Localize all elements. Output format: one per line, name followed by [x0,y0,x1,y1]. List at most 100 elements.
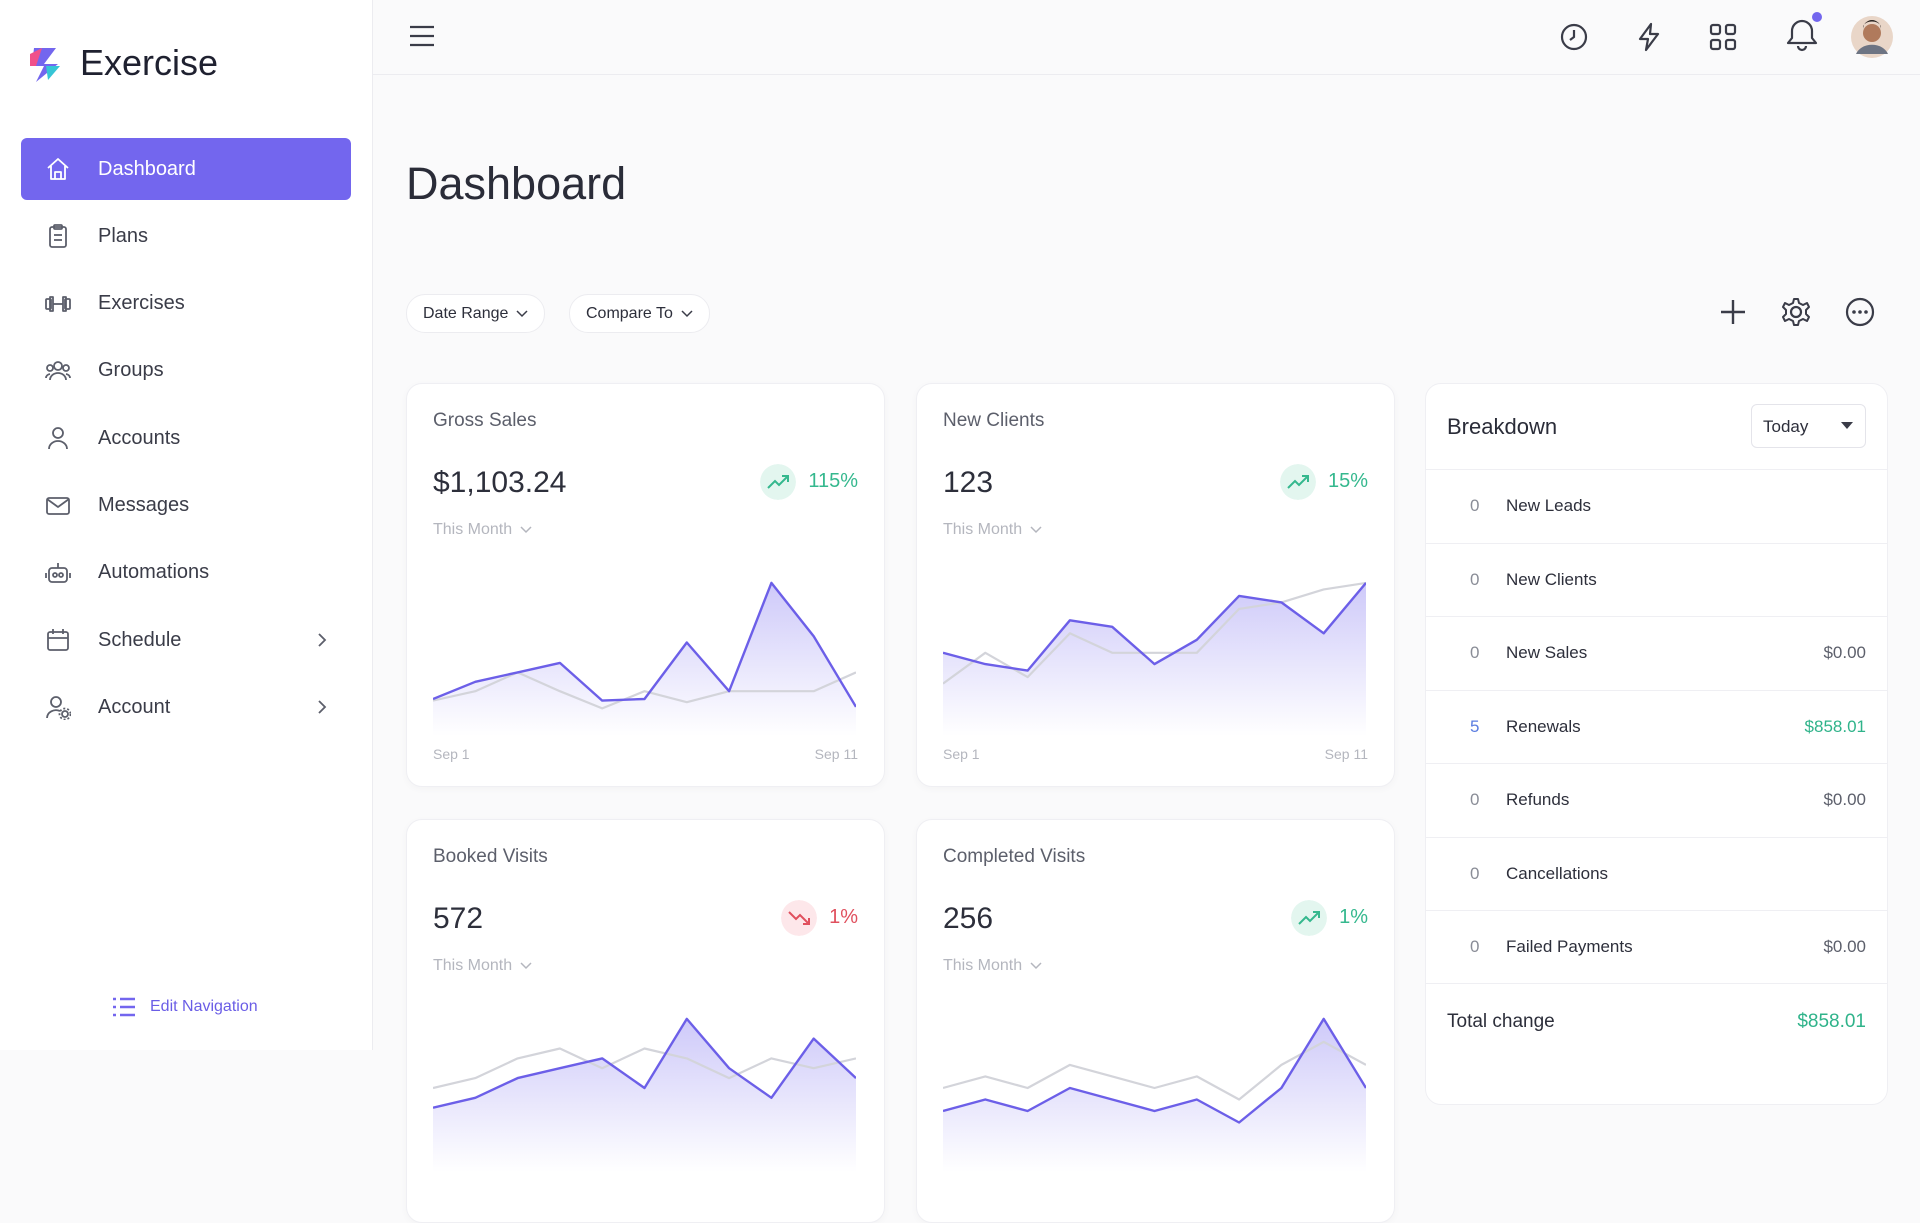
chevron-down [520,526,532,534]
nav-icon [45,295,71,312]
edit-navigation-label: Edit Navigation [150,998,258,1015]
breakdown-row: 0 New Clients [1426,542,1887,617]
period-select[interactable]: This Month [943,957,1042,975]
row-count: 5 [1470,716,1480,736]
more-button[interactable] [1845,297,1875,327]
period-select[interactable]: Today [1751,404,1866,448]
nav-label: Schedule [98,628,182,651]
x-end-label: Sep 11 [1324,746,1368,762]
nav-label: Groups [98,359,164,382]
trend-arrow [767,475,789,489]
chevron [318,700,327,715]
sparkline [943,581,1366,736]
apps-button[interactable] [1709,23,1737,51]
x-start-label: Sep 1 [943,746,980,762]
user-avatar[interactable] [1851,16,1893,58]
change-percent: 115% [808,470,858,492]
nav-item[interactable]: Automations [21,542,351,604]
nav-label: Dashboard [98,157,196,180]
notifications-button[interactable] [1782,12,1822,52]
area [943,1018,1366,1172]
nav-item[interactable]: Accounts [21,407,351,469]
card-value: $1,103.24 [433,466,567,499]
metric-card: Booked Visits 572 1% This Month [406,819,885,1223]
nav-icon [47,629,69,651]
breakdown-row: 0 New Sales $0.00 [1426,616,1887,690]
trend-badge [1280,464,1316,500]
history-button[interactable] [1559,22,1589,52]
row-amount: $0.00 [1823,790,1866,809]
chevron [318,633,327,647]
row-label: New Sales [1506,643,1588,662]
nav-icon [48,427,68,450]
breakdown-row: 5 Renewals $858.01 [1426,689,1887,764]
logo [30,48,60,82]
row-count: 0 [1470,569,1480,589]
edit-navigation[interactable]: Edit Navigation [112,996,258,1018]
area [433,1018,856,1172]
filter-label: Compare To [586,304,673,322]
trend-arrowhead [803,918,810,925]
period-label: Today [1763,417,1809,436]
add-button[interactable] [1719,298,1747,326]
dropdown-arrow [1841,422,1853,429]
area [943,582,1366,736]
settings-button[interactable] [1781,297,1811,327]
current-line [943,582,1366,672]
x-end-label: Sep 11 [814,746,858,762]
breakdown-row: 0 Cancellations [1426,836,1887,911]
nav-icon [49,224,67,249]
row-amount: $0.00 [1823,643,1866,662]
row-count: 0 [1470,937,1480,956]
row-amount: $0.00 [1823,937,1866,956]
metric-card: Gross Sales $1,103.24 115% This Month Sep 1 S… [406,383,885,787]
trend-badge [1291,900,1327,936]
quick-actions-button[interactable] [1634,22,1664,52]
trend-arrowhead [1302,475,1309,482]
chevron-shape [516,309,528,317]
nav-icon [45,562,71,583]
nav-item[interactable]: Dashboard [21,138,351,200]
filter-button[interactable]: Date Range [406,294,546,333]
nav-item[interactable]: Account [21,676,351,738]
nav-icon [46,496,70,515]
sparkline [433,581,856,736]
trend-arrow [788,911,810,925]
period-label: This Month [433,521,513,538]
chevron-shape [318,633,327,647]
row-count: 0 [1470,496,1480,515]
brand: Exercise [80,42,219,83]
nav-label: Accounts [98,426,181,449]
page: Exercise Dashboard Plans Exercises Groups Ac… [21,0,1920,1223]
row-count: 0 [1470,790,1480,809]
chevron-shape [1030,962,1042,970]
chevron-shape [520,962,532,970]
chevron-down [520,962,532,970]
card-title: New Clients [943,410,1045,431]
row-label: Failed Payments [1506,937,1633,956]
nav-item[interactable]: Messages [21,475,351,537]
nav-item[interactable]: Exercises [21,273,351,335]
topbar [373,0,1920,75]
menu-button[interactable] [409,24,435,48]
total-amount: $858.01 [1797,1011,1866,1032]
nav-item[interactable]: Groups [21,340,351,402]
nav-item[interactable]: Plans [21,205,351,267]
period-label: This Month [943,521,1023,538]
nav-item[interactable]: Schedule [21,609,351,671]
breakdown-row: 0 Failed Payments $0.00 [1426,910,1887,984]
nav-icon [46,696,71,721]
nav-icon [47,158,69,180]
trend-arrowhead [782,475,789,482]
period-select[interactable]: This Month [433,521,532,539]
badge-bg [1291,900,1327,936]
period-select[interactable]: This Month [943,521,1042,539]
filter-button[interactable]: Compare To [569,294,710,333]
x-start-label: Sep 1 [433,746,470,762]
total-label: Total change [1447,1011,1555,1032]
row-count: 0 [1470,643,1480,662]
card-value: 256 [943,902,994,935]
period-label: This Month [433,957,513,974]
period-select[interactable]: This Month [433,957,532,975]
breakdown-title: Breakdown [1447,414,1558,439]
